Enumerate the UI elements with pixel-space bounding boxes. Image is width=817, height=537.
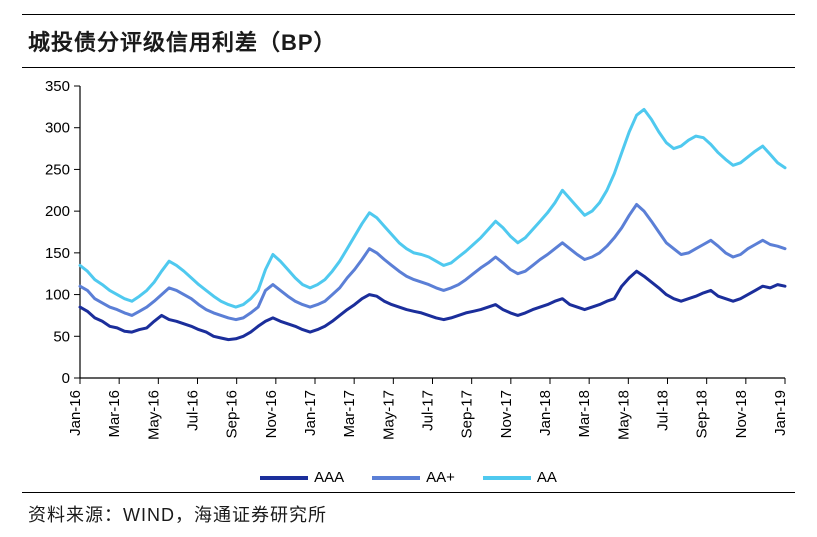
svg-text:350: 350: [45, 78, 70, 95]
svg-text:Jul-16: Jul-16: [185, 390, 202, 431]
legend-label: AAA: [314, 469, 344, 486]
svg-text:Mar-18: Mar-18: [576, 390, 593, 438]
svg-text:300: 300: [45, 120, 70, 137]
legend-swatch: [372, 476, 420, 480]
svg-text:May-18: May-18: [615, 390, 632, 440]
svg-text:150: 150: [45, 245, 70, 262]
svg-text:Sep-16: Sep-16: [224, 390, 241, 438]
svg-text:Jan-18: Jan-18: [537, 390, 554, 436]
chart-title: 城投债分评级信用利差（BP）: [28, 25, 789, 57]
svg-text:Nov-16: Nov-16: [263, 390, 280, 438]
svg-text:0: 0: [62, 370, 70, 387]
legend-swatch: [483, 476, 531, 480]
title-bar: 城投债分评级信用利差（BP）: [22, 14, 795, 68]
svg-text:Nov-18: Nov-18: [733, 390, 750, 438]
svg-text:Sep-17: Sep-17: [459, 390, 476, 438]
svg-text:100: 100: [45, 287, 70, 304]
legend-item: AAA: [260, 469, 344, 486]
legend-label: AA+: [426, 469, 455, 486]
chart-area: 0 50 100 150 200 250 300 350 Jan-16 Mar-16 May-16 J…: [22, 76, 795, 471]
svg-text:50: 50: [53, 328, 70, 345]
legend-item: AA: [483, 469, 557, 486]
legend-swatch: [260, 476, 308, 480]
svg-text:Jul-17: Jul-17: [420, 390, 437, 431]
svg-text:Jul-18: Jul-18: [655, 390, 672, 431]
svg-text:May-16: May-16: [145, 390, 162, 440]
svg-text:250: 250: [45, 161, 70, 178]
legend: AAA AA+ AA: [22, 469, 795, 493]
source-attribution: 资料来源：WIND，海通证券研究所: [22, 493, 795, 527]
svg-text:May-17: May-17: [380, 390, 397, 440]
svg-text:200: 200: [45, 203, 70, 220]
svg-text:Mar-17: Mar-17: [341, 390, 358, 438]
line-chart: 0 50 100 150 200 250 300 350 Jan-16 Mar-16 May-16 J…: [22, 76, 795, 466]
svg-text:Mar-16: Mar-16: [106, 390, 123, 438]
svg-text:Jan-19: Jan-19: [772, 390, 789, 436]
legend-item: AA+: [372, 469, 455, 486]
svg-text:Nov-17: Nov-17: [498, 390, 515, 438]
legend-label: AA: [537, 469, 557, 486]
chart-container: 城投债分评级信用利差（BP） 0 50 100 150 200 250 300 350 Jan-…: [0, 0, 817, 537]
svg-text:Jan-16: Jan-16: [67, 390, 84, 436]
svg-text:Sep-18: Sep-18: [694, 390, 711, 438]
svg-text:Jan-17: Jan-17: [302, 390, 319, 436]
